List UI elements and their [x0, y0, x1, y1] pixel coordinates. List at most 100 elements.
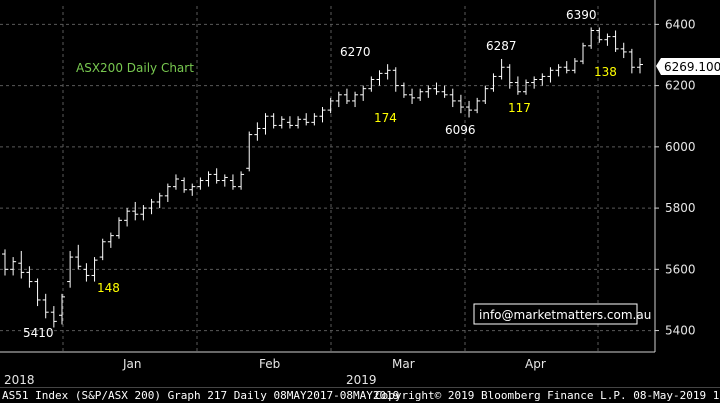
month-label-feb: Feb	[259, 357, 280, 371]
ohlc-bar	[376, 70, 383, 86]
annotation-high-6270: 6270	[340, 45, 371, 59]
annotation-move-174: 174	[374, 111, 397, 125]
last-value-badge: 6269.100	[656, 58, 720, 75]
ohlc-bar	[221, 174, 228, 187]
ohlc-bar	[514, 76, 521, 95]
chart-title: ASX200 Daily Chart	[76, 61, 194, 75]
ohlc-bar	[457, 94, 464, 114]
annotation-low-6096: 6096	[445, 123, 476, 137]
axes: 5400 5600 5800 6000 6200 6400	[0, 0, 696, 353]
ohlc-bar	[604, 33, 611, 46]
ohlc-bar	[303, 113, 310, 126]
ohlc-bar	[637, 58, 643, 74]
ohlc-bar	[335, 91, 342, 108]
ohlc-bar	[286, 116, 293, 129]
ohlc-bars	[2, 27, 643, 328]
y-tick-label-6200: 6200	[665, 79, 696, 93]
ohlc-bar	[172, 174, 179, 190]
ohlc-bar	[506, 64, 513, 89]
ohlc-bar	[124, 208, 131, 227]
ohlc-bar	[400, 82, 407, 98]
annotation-high-6390: 6390	[566, 8, 597, 22]
ohlc-bar	[295, 116, 302, 129]
annotation-high-6287: 6287	[486, 39, 517, 53]
year-label-2018: 2018	[4, 373, 35, 387]
annotation-move-117: 117	[508, 101, 531, 115]
ohlc-bar	[10, 257, 17, 276]
ohlc-bar	[107, 232, 114, 248]
ohlc-bar	[620, 42, 627, 59]
ohlc-bar	[433, 82, 440, 95]
ohlc-bar	[148, 198, 155, 215]
ohlc-bar	[628, 48, 635, 74]
ohlc-bar	[368, 76, 375, 92]
ohlc-bar	[352, 91, 359, 108]
ohlc-bar	[189, 183, 196, 196]
ohlc-bar	[449, 88, 456, 108]
month-label-mar: Mar	[392, 357, 415, 371]
ohlc-bar	[474, 97, 481, 114]
annotation-move-148: 148	[97, 281, 120, 295]
month-label-jan: Jan	[122, 357, 142, 371]
ohlc-bar	[311, 113, 318, 126]
watermark: info@marketmatters.com.au	[473, 303, 651, 325]
ohlc-bar	[2, 249, 8, 276]
ohlc-bar	[441, 85, 448, 98]
ohlc-bar	[539, 73, 546, 86]
ohlc-bar	[164, 183, 171, 202]
ohlc-bar	[140, 205, 147, 221]
ohlc-bar	[409, 88, 416, 104]
ohlc-bar	[238, 171, 245, 190]
ohlc-bar	[50, 306, 57, 328]
ohlc-bar	[58, 293, 65, 325]
footer-left: AS51 Index (S&P/ASX 200) Graph 217 Daily…	[2, 389, 399, 402]
ohlc-bar	[26, 266, 33, 288]
ohlc-bar	[547, 67, 554, 83]
y-tick-label-6400: 6400	[665, 17, 696, 31]
annotation-low-5410: 5410	[23, 326, 54, 340]
ohlc-bar	[115, 217, 122, 239]
ohlc-bar	[482, 85, 489, 104]
x-axis-labels: Jan Feb Mar Apr 2018 2019	[4, 357, 546, 387]
ohlc-bar	[498, 58, 505, 80]
ohlc-bar	[270, 113, 277, 129]
ohlc-bar	[384, 64, 391, 80]
ohlc-bar	[42, 293, 49, 319]
ohlc-bar	[99, 238, 106, 261]
ohlc-bar	[205, 171, 212, 187]
ohlc-bar	[181, 177, 188, 193]
month-label-apr: Apr	[525, 357, 546, 371]
ohlc-bar	[213, 168, 220, 184]
ohlc-bar	[360, 85, 367, 101]
ohlc-bar	[596, 27, 603, 43]
ohlc-bar	[18, 250, 25, 279]
ohlc-bar	[523, 79, 530, 95]
footer: AS51 Index (S&P/ASX 200) Graph 217 Daily…	[0, 387, 720, 402]
annotations: 5410 6270 6096 6287 6390 148 174 117 138	[23, 8, 617, 340]
ohlc-bar	[588, 27, 595, 49]
ohlc-bar	[392, 67, 399, 92]
ohlc-bar	[34, 278, 41, 307]
ohlc-bar	[555, 64, 562, 77]
y-tick-label-5800: 5800	[665, 201, 696, 215]
ohlc-bar	[156, 192, 163, 209]
ohlc-bar	[571, 58, 578, 74]
ohlc-bar	[327, 97, 334, 114]
y-tick-label-5600: 5600	[665, 262, 696, 276]
ohlc-bar	[417, 88, 424, 101]
ohlc-bar	[319, 107, 326, 123]
y-tick-label-6000: 6000	[665, 140, 696, 154]
annotation-move-138: 138	[594, 65, 617, 79]
y-tick-label-5400: 5400	[665, 324, 696, 338]
ohlc-bar	[262, 113, 269, 135]
ohlc-bar	[254, 122, 261, 141]
ohlc-bar	[466, 100, 473, 118]
year-label-2019: 2019	[346, 373, 377, 387]
ohlc-bar	[490, 73, 497, 92]
ohlc-bar	[75, 244, 82, 270]
ohlc-bar	[343, 88, 350, 104]
grid	[0, 6, 655, 352]
ohlc-bar	[425, 85, 432, 98]
